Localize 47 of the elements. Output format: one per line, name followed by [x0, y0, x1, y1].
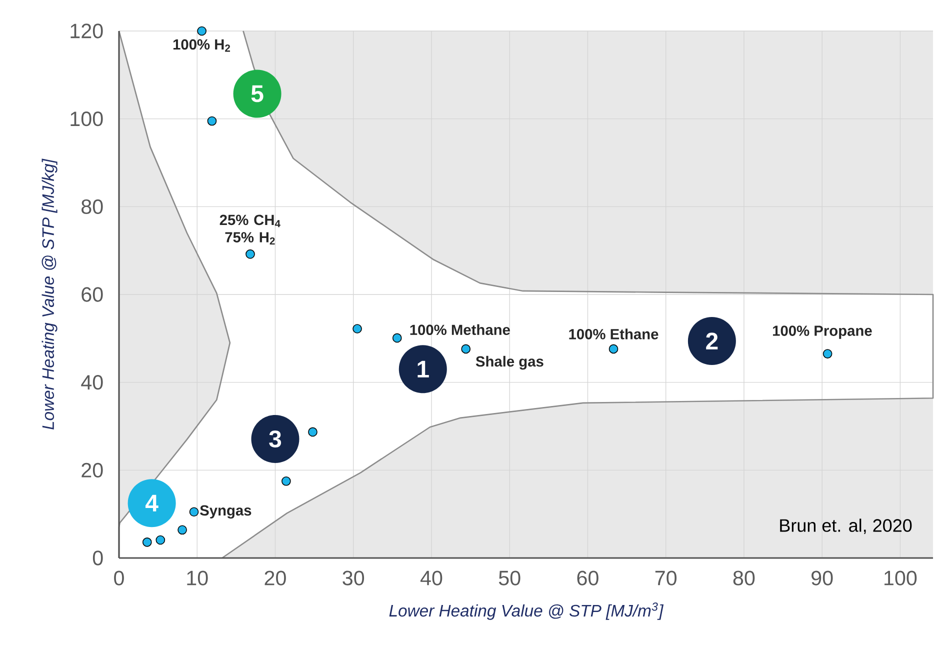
annotation: 1: [418, 360, 429, 378]
point: [142, 538, 152, 547]
x-tick-label: 100: [884, 570, 917, 586]
point: [392, 333, 402, 343]
point: [156, 535, 166, 545]
annotation: 100% Methane: [410, 324, 510, 336]
point: [189, 507, 199, 517]
annotation: Brun et. al, 2020: [780, 518, 912, 534]
x-tick-label: 80: [733, 570, 755, 586]
point: [207, 116, 217, 126]
annotation: 100% H$_{2}$: [173, 39, 230, 52]
annotation: Syngas: [200, 505, 252, 519]
x-tick-label: 90: [812, 570, 833, 586]
annotation: Shale gas: [476, 356, 544, 370]
point: [178, 525, 187, 535]
point: [822, 349, 832, 358]
point: [352, 324, 362, 334]
y-axis-title: Lower Heating Value @ STP [MJ/kg]: [42, 158, 58, 430]
y-tick-label: 100: [70, 112, 103, 126]
x-tick-label: 0: [114, 570, 124, 586]
annotation: 100% Ethane: [569, 328, 658, 340]
annotation: 3: [269, 430, 282, 448]
point: [246, 249, 255, 259]
point: [282, 476, 291, 486]
x-tick-label: 40: [420, 570, 442, 586]
y-tick-label: 60: [82, 287, 103, 302]
x-tick-label: 70: [655, 570, 677, 586]
annotation: 5: [251, 85, 264, 102]
y-tick-label: 120: [70, 24, 103, 38]
y-tick-label: 40: [81, 375, 103, 390]
x-axis-title: Lower Heating Value @ STP [MJ/m$^{3}$]: [389, 602, 664, 620]
point: [308, 427, 318, 437]
x-tick-label: 20: [264, 570, 286, 586]
point: [197, 26, 206, 36]
x-tick-label: 30: [342, 570, 364, 586]
point: [461, 344, 471, 354]
annotation: 25% CH$_{4}$ 75% H$_{2}$: [220, 214, 280, 244]
annotation: 4: [145, 494, 158, 512]
annotation: 100% Propane: [773, 326, 872, 339]
x-tick-label: 60: [577, 570, 598, 586]
y-tick-label: 20: [82, 462, 103, 478]
x-tick-label: 10: [187, 570, 208, 586]
x-tick-label: 50: [498, 570, 520, 586]
point: [608, 344, 618, 354]
y-tick-label: 0: [92, 550, 103, 566]
annotation: 2: [706, 332, 718, 350]
y-tick-label: 80: [82, 199, 103, 214]
